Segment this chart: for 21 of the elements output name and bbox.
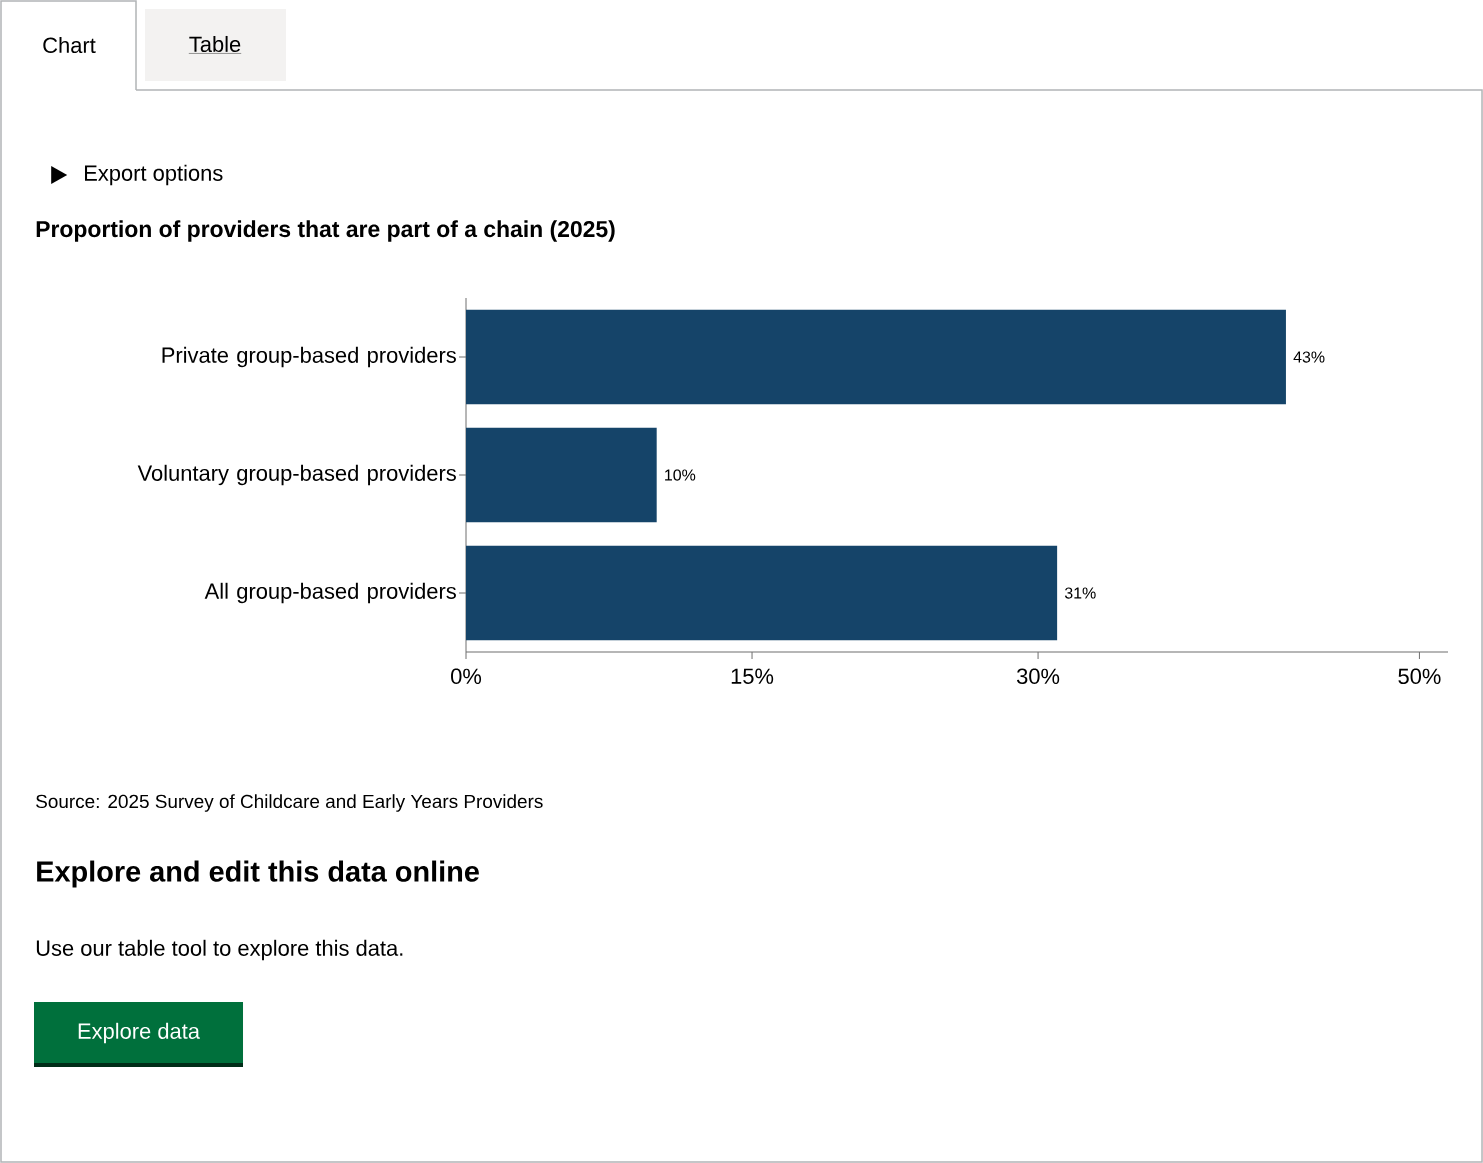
x-tick-label: 15%: [731, 668, 774, 684]
bar: [466, 309, 1286, 405]
x-tick-label: 0%: [451, 668, 482, 685]
data-label: 10%: [665, 469, 696, 481]
text: Explore and edit this data online: [37, 860, 479, 888]
source-note: Source: 2025 Survey of Childcare and Early Years Providers: [36, 794, 543, 812]
y-tick-label: Voluntary group-based providers: [137, 464, 456, 486]
text: Table: [189, 35, 241, 53]
data-label: 43%: [1293, 351, 1325, 363]
text: Chart: [43, 36, 96, 54]
bar: [466, 427, 657, 523]
bar: [466, 545, 1058, 641]
text: Use our table tool to explore this data.: [36, 939, 403, 961]
text: Explore data: [78, 1022, 200, 1044]
x-tick-label: 30%: [1016, 668, 1060, 685]
x-tick-label: 50%: [1398, 668, 1441, 685]
chart-title: Proportion of providers that are part of a chain (2025): [36, 220, 615, 242]
y-tick-label: All group-based providers: [204, 582, 456, 604]
text: Export options: [85, 164, 223, 186]
data-label: 31%: [1064, 587, 1096, 599]
y-tick-label: Private group-based providers: [162, 346, 456, 368]
